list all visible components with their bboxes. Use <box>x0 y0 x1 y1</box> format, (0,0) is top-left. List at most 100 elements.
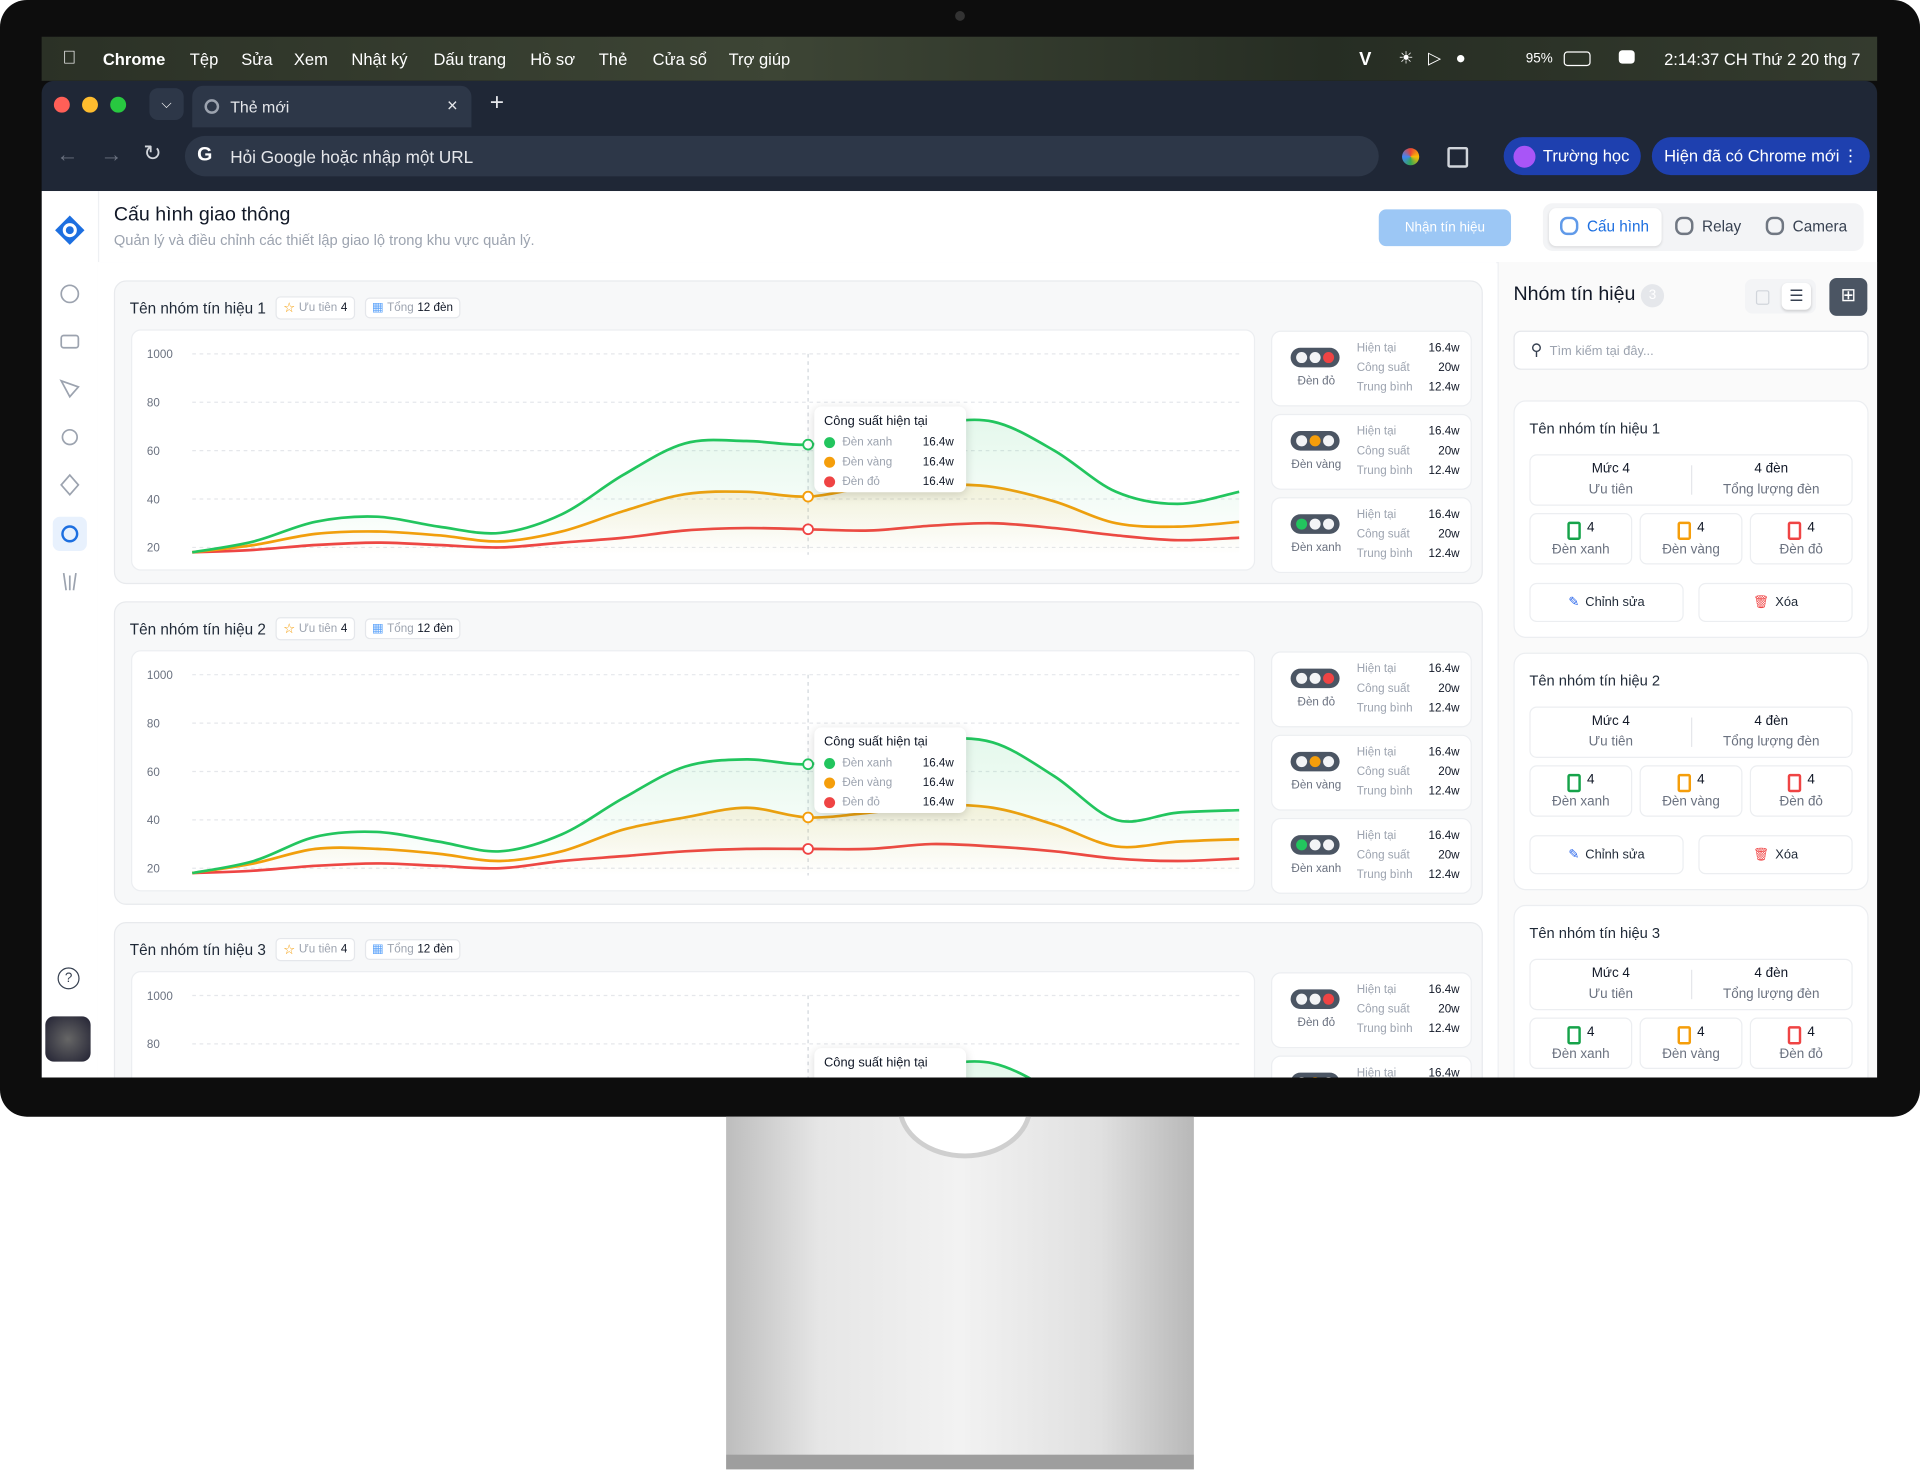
summary-box: Mức 4 Ưu tiên 4 đèn Tổng lượng đèn <box>1529 454 1853 506</box>
menu-item[interactable]: Hồ sơ <box>530 50 576 69</box>
menu-item[interactable]: Trợ giúp <box>728 50 791 69</box>
y-tick-label: 1000 <box>147 348 173 361</box>
nav-camera[interactable] <box>59 379 80 399</box>
metric-label: Trung bình <box>1356 547 1413 561</box>
traffic-light <box>1290 431 1340 451</box>
view-tab[interactable]: Camera <box>1755 208 1858 246</box>
tab[interactable]: Thẻ mới × <box>192 85 472 128</box>
nav-devices[interactable] <box>60 334 80 349</box>
edit-button[interactable]: ✎ Chỉnh sửa <box>1529 835 1684 875</box>
lamp <box>1296 352 1308 364</box>
app-menu[interactable]: Chrome <box>102 50 166 69</box>
menu-item[interactable]: Dấu trang <box>433 50 507 69</box>
signal-group: Tên nhóm tín hiệu 1 ☆ Ưu tiên 4 ▦ Tổng 12 đèn 1… <box>113 280 1483 585</box>
view-tab[interactable]: Cấu hình <box>1548 208 1662 247</box>
reload[interactable]: ↻ <box>143 140 162 166</box>
status-icon[interactable]: V <box>1359 48 1372 70</box>
traffic-light <box>1290 989 1340 1009</box>
light-count-box: 4 Đèn đỏ <box>1749 765 1853 817</box>
lamp <box>1326 1076 1332 1078</box>
chart: 1000 80 Công suất hiện tại <box>131 971 1256 1078</box>
add-group[interactable]: ⊞ <box>1829 277 1868 316</box>
group-name: Tên nhóm tín hiệu 1 <box>129 299 266 317</box>
light-card: Đèn đỏ Hiện tại 16.4w Công suất 20w Trung bìn… <box>1271 330 1472 407</box>
metric-value: 12.4w <box>1428 380 1460 395</box>
page-title: Cấu hình giao thông <box>113 204 291 226</box>
light-card: Đèn vàng Hiện tại 16.4w Công suất 20w Trung b… <box>1271 734 1472 811</box>
menu-item[interactable]: Nhật ký <box>351 50 408 69</box>
avatar[interactable] <box>45 1016 91 1062</box>
line <box>192 418 1240 554</box>
metric-value: 12.4w <box>1428 701 1460 716</box>
priority-label: Ưu tiên <box>298 942 338 957</box>
level: Mức 4 <box>1591 966 1630 981</box>
delete-button[interactable]: 🗑 Xóa <box>1698 582 1853 623</box>
lamp <box>1309 993 1321 1005</box>
delete-button[interactable]: 🗑 Xóa <box>1698 835 1853 875</box>
hover-point <box>802 490 814 503</box>
forward[interactable]: → <box>100 142 123 167</box>
light-label: Đèn vàng <box>1662 1046 1720 1062</box>
update-button[interactable]: Hiện đã có Chrome mới ⋮ <box>1651 137 1870 176</box>
menu-item[interactable]: Sửa <box>241 50 273 69</box>
close-dot[interactable] <box>53 96 70 113</box>
profile-button[interactable]: Trường học <box>1503 137 1641 176</box>
metric-value: 20w <box>1438 682 1460 696</box>
nav-route[interactable] <box>60 473 80 496</box>
new-tab[interactable]: + <box>489 89 505 117</box>
monitor-stand <box>726 1116 1194 1470</box>
light-label: Đèn đỏ <box>1779 542 1823 558</box>
help[interactable]: ? <box>57 967 80 990</box>
legend-dot <box>824 757 836 769</box>
nav-road[interactable] <box>62 572 77 591</box>
minimize-dot[interactable] <box>82 96 98 113</box>
search-box[interactable]: ⚲ Tìm kiếm tại đây... <box>1513 330 1869 370</box>
omnibox[interactable]: G Hỏi Google hoặc nhập một URL <box>184 135 1379 177</box>
menu-item[interactable]: Tệp <box>189 50 219 69</box>
level: Mức 4 <box>1591 713 1630 729</box>
lamp <box>1309 518 1321 530</box>
hover-point <box>802 523 814 536</box>
edit-icon: ✎ <box>1568 847 1580 863</box>
light-icon <box>1677 773 1692 793</box>
tab-gear <box>1675 216 1694 236</box>
metric-label: Hiện tại <box>1356 828 1397 843</box>
tab-gear <box>1765 216 1785 236</box>
menu-item[interactable]: Thẻ <box>598 50 628 69</box>
page-subtitle: Quản lý và điều chỉnh các thiết lập giao… <box>113 231 535 249</box>
sidebar: ? <box>42 191 100 1078</box>
nav-dashboard[interactable] <box>60 284 80 304</box>
tab-close[interactable]: × <box>446 95 458 117</box>
traffic-light <box>1290 347 1340 368</box>
apple-menu[interactable]:  <box>62 48 76 69</box>
metric-label: Trung bình <box>1356 380 1413 395</box>
legend-dot <box>824 777 836 789</box>
metric-value: 12.4w <box>1428 547 1460 561</box>
nav-settings[interactable] <box>61 525 79 543</box>
menu-item[interactable]: Cửa sổ <box>652 50 707 69</box>
metric-label: Hiện tại <box>1356 424 1397 439</box>
puzzle-icon[interactable] <box>1447 146 1469 168</box>
tab-label: Relay <box>1702 217 1742 236</box>
lamp-count: 4 đèn <box>1754 713 1789 729</box>
menu-item[interactable]: Xem <box>293 50 328 69</box>
legend-name: Đèn đỏ <box>842 795 880 810</box>
search-placeholder: Tìm kiếm tại đây... <box>1549 344 1654 359</box>
receive-button[interactable]: Nhận tín hiệu <box>1378 209 1512 247</box>
tab-search[interactable]: ⌵ <box>149 88 184 121</box>
nav-sensor[interactable] <box>61 428 79 446</box>
list-view[interactable]: ☰ <box>1781 282 1812 310</box>
extension-icon[interactable] <box>1402 148 1420 166</box>
logo-shape <box>55 215 85 245</box>
light-count-box: 4 Đèn vàng <box>1639 1017 1743 1069</box>
control-center <box>1618 50 1635 64</box>
grid-view[interactable] <box>1755 290 1770 305</box>
edit-button[interactable]: ✎ Chỉnh sửa <box>1529 582 1684 623</box>
metric-value: 16.4w <box>1428 662 1460 676</box>
view-tab[interactable]: Relay <box>1664 208 1752 246</box>
zoom-dot[interactable] <box>110 96 127 113</box>
back[interactable]: ← <box>56 142 79 167</box>
metric-label: Hiện tại <box>1356 983 1397 997</box>
tooltip-row: Đèn đỏ 16.4w <box>824 475 959 490</box>
